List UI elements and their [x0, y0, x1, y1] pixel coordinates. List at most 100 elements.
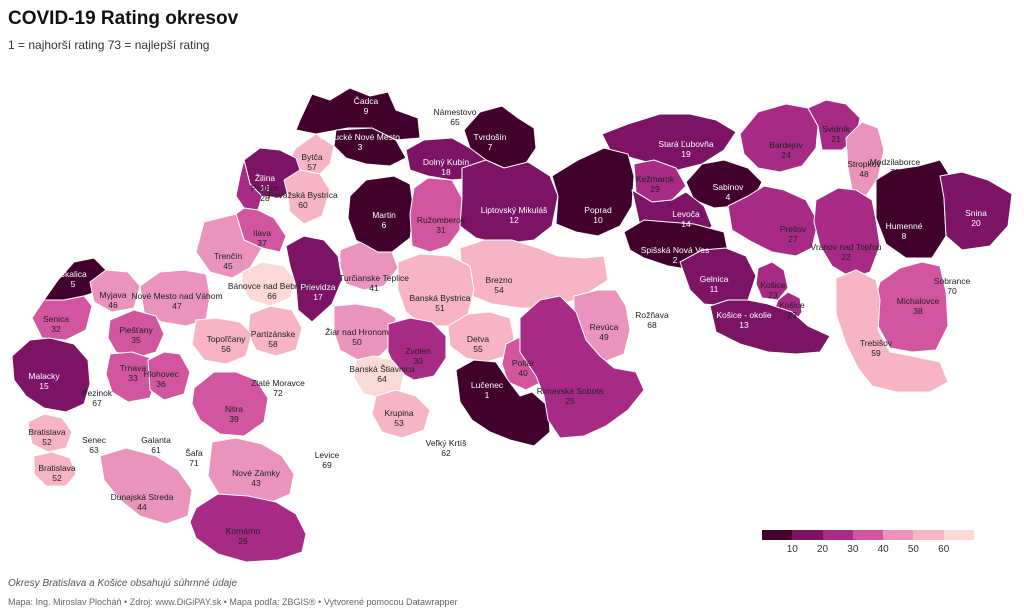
district-label-sabinov: Sabinov 4 — [713, 182, 744, 202]
district-name: Bytča — [301, 152, 323, 162]
district-name: Čadca — [354, 96, 379, 106]
district-rating: 69 — [322, 460, 332, 470]
district-label-michalovce: Michalovce 38 — [897, 296, 940, 316]
district-name: Košice — [760, 280, 786, 290]
district-rating: 1 — [485, 390, 490, 400]
district-name: Poprad — [584, 205, 612, 215]
district-label-banovce-nad-bebravou: Bánovce nad Bebravou 66 — [228, 281, 317, 301]
district-name: Banská Štiavnica — [349, 364, 414, 374]
district-label-sala: Šaľa 71 — [185, 448, 203, 468]
district-label-piestany: Piešťany 35 — [119, 325, 153, 345]
district-label-komarno: Komárno 26 — [226, 526, 261, 546]
district-rating: 45 — [223, 261, 233, 271]
legend-tick-label: 10 — [786, 544, 798, 555]
district-label-hlohovec: Hlohovec 36 — [143, 369, 179, 389]
district-name: Spišská Nová Ves — [641, 245, 710, 255]
district-rating: 73 — [890, 167, 900, 177]
district-nitra-61 — [191, 371, 269, 437]
district-label-spisska-nova-ves: Spišská Nová Ves 2 — [641, 245, 710, 265]
district-rating: 16 — [260, 183, 270, 193]
district-name: Dolný Kubín — [423, 157, 470, 167]
district-label-senec: Senec 63 — [82, 435, 107, 455]
district-rating: 5 — [71, 279, 76, 289]
district-rating: 65 — [450, 117, 460, 127]
district-name: Stará Ľubovňa — [658, 139, 714, 149]
district-rating: 29 — [650, 184, 660, 194]
district-bratislava-63 — [27, 413, 73, 453]
district-label-zilina: Žilina 16 — [255, 173, 276, 193]
district-liptovsky-mikulas-18 — [459, 159, 559, 245]
district-name: Vranov nad Topľou — [810, 242, 881, 252]
district-name: Veľký Krtíš — [426, 438, 467, 448]
district-presov-24 — [727, 185, 819, 257]
district-label-namestovo: Námestovo 65 — [434, 107, 477, 127]
district-rating: 22 — [841, 252, 851, 262]
district-name: Senica — [43, 314, 69, 324]
district-myjava-35 — [89, 269, 141, 313]
district-label-svidnik: Svidník 21 — [822, 124, 851, 144]
district-rating: 37 — [257, 238, 267, 248]
district-label-rimavska-sobota: Rimavská Sobota 25 — [537, 386, 604, 406]
district-label-poltar: Poltár 40 — [512, 358, 534, 378]
district-dunajska-streda-71 — [99, 447, 193, 525]
district-label-topolcany: Topoľčany 56 — [207, 334, 247, 354]
district-name: Bardejov — [769, 140, 803, 150]
district-name: Bratislava — [38, 463, 76, 473]
district-name: Piešťany — [119, 325, 153, 335]
district-rating: 21 — [831, 134, 841, 144]
district-name: Humenné — [886, 221, 923, 231]
district-kysucke-nove-mesto-2 — [333, 127, 407, 167]
district-name: Rožňava — [635, 310, 669, 320]
district-ziar-nad-hronom-46 — [333, 303, 397, 361]
district-brezno-32 — [459, 239, 609, 309]
district-name: Zlaté Moravce — [251, 378, 305, 388]
district-poprad-19 — [551, 147, 635, 237]
district-name: Žiar nad Hronom — [325, 327, 389, 337]
map-footer: Mapa: Ing. Miroslav Plocháň • Zdroj: www… — [8, 597, 458, 607]
district-name: Šaľa — [185, 448, 203, 458]
district-name: Zvolen — [405, 346, 431, 356]
district-nove-zamky-70 — [207, 437, 295, 505]
legend-swatch — [883, 530, 914, 540]
district-bardejov-7 — [739, 103, 819, 173]
district-label-trencin: Trenčín 45 — [214, 251, 243, 271]
district-name: Trnava — [120, 363, 146, 373]
district-rating: 8 — [902, 231, 907, 241]
district-label-velky-krtis: Veľký Krtíš 62 — [426, 438, 467, 458]
district-rating: 9 — [364, 106, 369, 116]
district-rating: 47 — [172, 301, 182, 311]
district-label-detva: Detva 55 — [467, 334, 489, 354]
district-trnava-53 — [105, 351, 157, 403]
district-name: Trenčín — [214, 251, 243, 261]
district-rating: 68 — [647, 320, 657, 330]
legend-swatch — [822, 530, 853, 540]
district-rating: 3 — [358, 142, 363, 152]
district-name: Partizánske — [251, 329, 296, 339]
district-rating: 17 — [313, 292, 323, 302]
district-name: Svidník — [822, 124, 851, 134]
district-rating: 63 — [89, 445, 99, 455]
district-label-povazska-bystrica: Považská Bystrica 60 — [268, 190, 338, 210]
district-banovce-nad-bebravou-30 — [241, 261, 297, 307]
district-name: Medzilaborce — [870, 157, 921, 167]
district-martin-16 — [347, 175, 415, 253]
district-rating: 66 — [267, 291, 277, 301]
district-name: Malacky — [28, 371, 60, 381]
district-povazska-bystrica-10 — [283, 169, 331, 225]
district-rating: 67 — [92, 398, 102, 408]
district-label-turcianske-teplice: Turčianske Teplice 41 — [339, 273, 409, 293]
district-name: Galanta — [141, 435, 171, 445]
district-label-nove-mesto-nad-vahom: Nové Mesto nad Váhom 47 — [131, 291, 222, 311]
district-name: Myjava — [100, 290, 127, 300]
district-label-bytca: Bytča 57 — [301, 152, 323, 172]
district-label-kosice-okolie: Košice - okolie 13 — [716, 310, 772, 330]
district-name: Dunajská Streda — [111, 492, 174, 502]
district-rating: 27 — [788, 234, 798, 244]
district-rating: 38 — [913, 306, 923, 316]
district-label-dolny-kubin: Dolný Kubín 18 — [423, 157, 470, 177]
district-name: Košice — [779, 300, 805, 310]
district-label-poprad: Poprad 10 — [584, 205, 612, 225]
district-name: Turčianske Teplice — [339, 273, 409, 283]
district-name: Banská Bystrica — [410, 293, 471, 303]
district-label-zlate-moravce: Zlaté Moravce 72 — [251, 378, 305, 398]
